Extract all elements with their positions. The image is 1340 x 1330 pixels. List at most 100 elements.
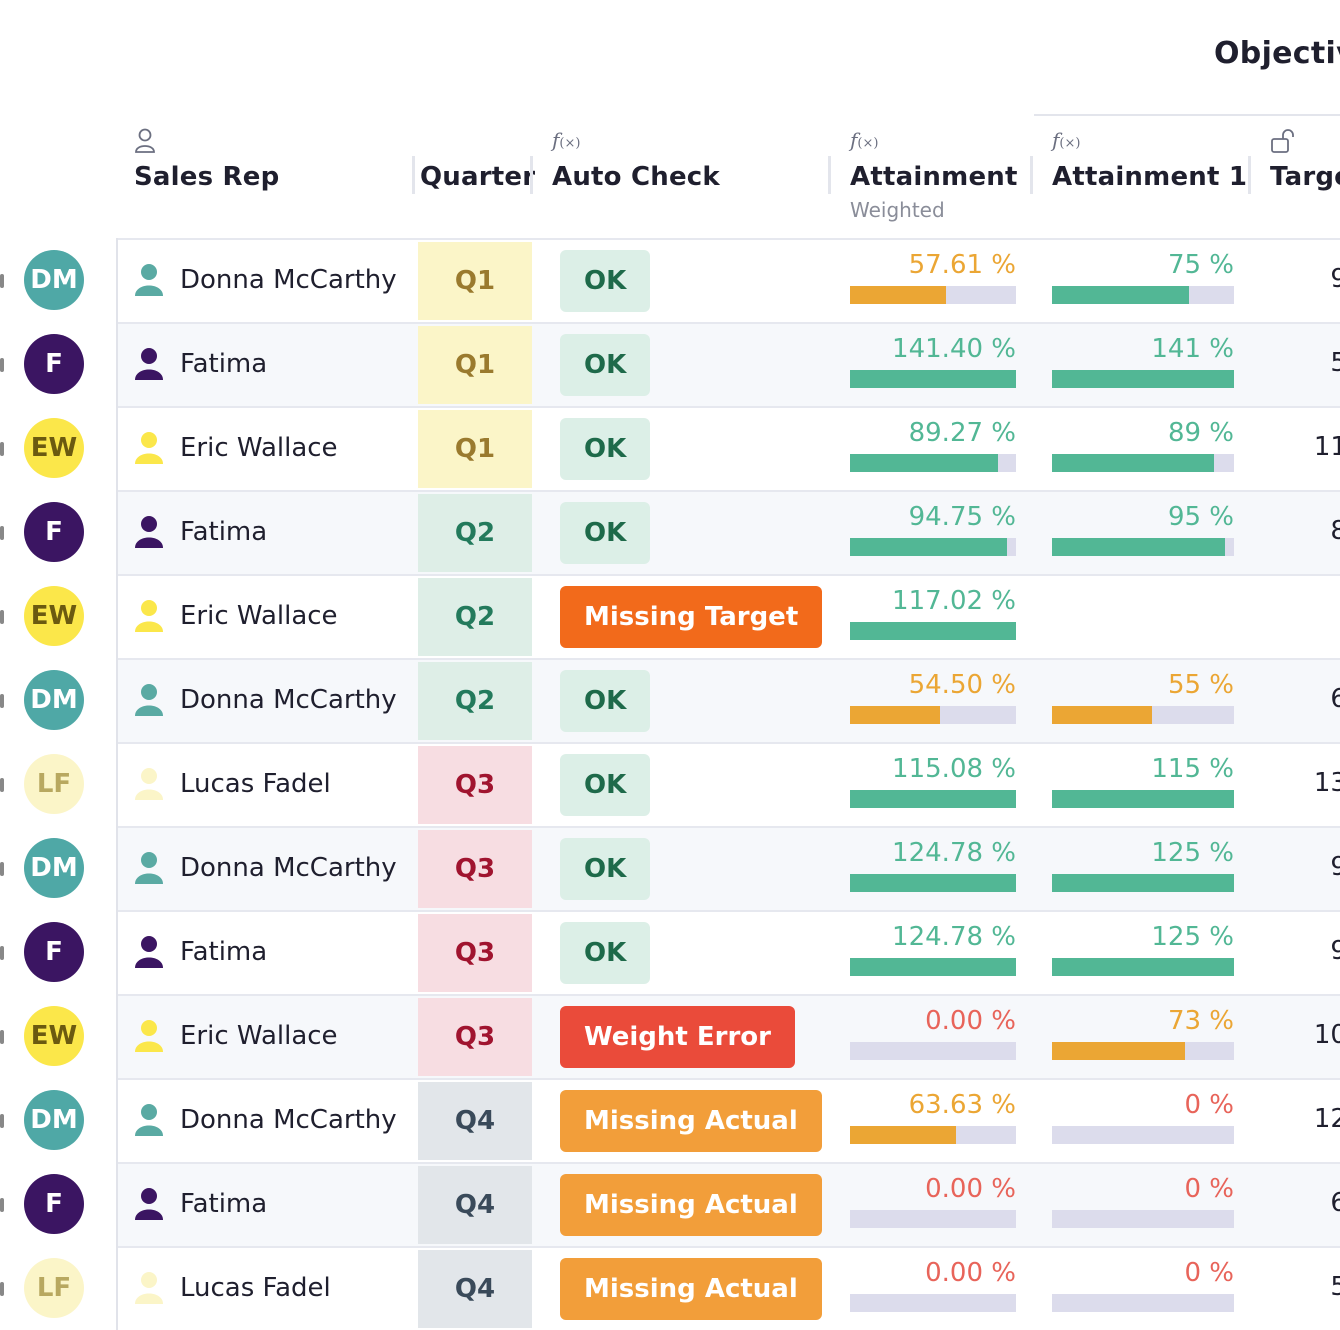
target-cell[interactable]: 600 [1254,1162,1340,1246]
avatar[interactable]: LF [24,1258,84,1318]
quarter-cell[interactable]: Q3 [418,914,532,992]
quarter-cell[interactable]: Q3 [418,746,532,824]
target-cell[interactable]: 600 [1254,658,1340,742]
quarter-cell[interactable]: Q3 [418,830,532,908]
target-cell[interactable]: 500 [1254,1246,1340,1330]
avatar[interactable]: DM [24,1090,84,1150]
sales-rep-cell[interactable]: Donna McCarthy [134,1078,397,1162]
table-row[interactable]: LF Lucas Fadel Q3 OK 115.08 % 115 % 1300 [0,742,1340,826]
quarter-cell[interactable]: Q1 [418,326,532,404]
quarter-cell[interactable]: Q1 [418,242,532,320]
row-connector [116,994,118,1078]
target-cell[interactable]: 800 [1254,490,1340,574]
status-badge[interactable]: OK [560,250,651,312]
status-badge[interactable]: Missing Target [560,586,823,648]
sales-rep-cell[interactable]: Eric Wallace [134,574,338,658]
sales-rep-cell[interactable]: Fatima [134,910,267,994]
target-cell[interactable]: 900 [1254,826,1340,910]
target-cell[interactable]: 1200 [1254,1078,1340,1162]
status-badge[interactable]: Missing Actual [560,1090,822,1152]
avatar[interactable]: F [24,502,84,562]
sales-rep-cell[interactable]: Fatima [134,1162,267,1246]
person-icon [134,935,164,969]
column-header-label: Sales Rep [134,162,280,192]
target-cell[interactable]: 1300 [1254,742,1340,826]
quarter-cell[interactable]: Q4 [418,1082,532,1160]
status-badge[interactable]: OK [560,670,651,732]
target-cell[interactable]: 500 [1254,322,1340,406]
quarter-cell[interactable]: Q3 [418,998,532,1076]
status-badge[interactable]: Missing Actual [560,1174,822,1236]
table-row[interactable]: EW Eric Wallace Q3 Weight Error 0.00 % 73 % 10… [0,994,1340,1078]
status-badge[interactable]: Missing Actual [560,1258,822,1320]
column-resize-handle[interactable] [1030,156,1033,194]
sales-rep-cell[interactable]: Donna McCarthy [134,238,397,322]
avatar[interactable]: DM [24,838,84,898]
target-cell[interactable] [1254,574,1340,658]
target-cell[interactable]: 1000 [1254,994,1340,1078]
sales-rep-cell[interactable]: Donna McCarthy [134,658,397,742]
target-cell[interactable]: 1100 [1254,406,1340,490]
row-edge-marker [0,358,4,372]
row-connector [116,322,118,406]
progress-bar [1052,454,1234,472]
column-header-attainment1[interactable]: f(×) Attainment 1 [1052,124,1247,234]
person-icon [134,263,164,297]
table-row[interactable]: DM Donna McCarthy Q1 OK 57.61 % 75 % 900 [0,238,1340,322]
table-row[interactable]: EW Eric Wallace Q2 Missing Target 117.02 % [0,574,1340,658]
avatar[interactable]: DM [24,670,84,730]
column-resize-handle[interactable] [828,156,831,194]
table-row[interactable]: F Fatima Q4 Missing Actual 0.00 % 0 % 600 [0,1162,1340,1246]
sales-rep-cell[interactable]: Eric Wallace [134,994,338,1078]
table-row[interactable]: F Fatima Q3 OK 124.78 % 125 % 900 [0,910,1340,994]
quarter-cell[interactable]: Q4 [418,1166,532,1244]
target-cell[interactable]: 900 [1254,910,1340,994]
column-header-target[interactable]: Target [1270,124,1340,234]
table-row[interactable]: DM Donna McCarthy Q2 OK 54.50 % 55 % 600 [0,658,1340,742]
avatar[interactable]: F [24,922,84,982]
status-badge[interactable]: OK [560,334,651,396]
table-row[interactable]: F Fatima Q2 OK 94.75 % 95 % 800 [0,490,1340,574]
quarter-cell[interactable]: Q1 [418,410,532,488]
avatar[interactable]: F [24,334,84,394]
avatar[interactable]: EW [24,418,84,478]
quarter-cell[interactable]: Q2 [418,578,532,656]
sales-rep-cell[interactable]: Donna McCarthy [134,826,397,910]
table-row[interactable]: DM Donna McCarthy Q4 Missing Actual 63.63 % 0… [0,1078,1340,1162]
avatar[interactable]: EW [24,1006,84,1066]
sales-rep-cell[interactable]: Fatima [134,322,267,406]
quarter-cell[interactable]: Q4 [418,1250,532,1328]
status-badge[interactable]: OK [560,754,651,816]
sales-rep-cell[interactable]: Lucas Fadel [134,1246,331,1330]
quarter-cell[interactable]: Q2 [418,494,532,572]
column-header-quarter[interactable]: Quarter [420,124,535,234]
avatar[interactable]: F [24,1174,84,1234]
status-badge[interactable]: Weight Error [560,1006,795,1068]
column-header-sales-rep[interactable]: Sales Rep [134,124,404,234]
sales-rep-cell[interactable]: Fatima [134,490,267,574]
sales-rep-cell[interactable]: Eric Wallace [134,406,338,490]
progress-bar-fill [1052,706,1153,724]
status-badge[interactable]: OK [560,418,651,480]
table-row[interactable]: DM Donna McCarthy Q3 OK 124.78 % 125 % 900 [0,826,1340,910]
status-badge[interactable]: OK [560,838,651,900]
avatar[interactable]: DM [24,250,84,310]
sales-rep-cell[interactable]: Lucas Fadel [134,742,331,826]
column-resize-handle[interactable] [412,156,415,194]
target-cell[interactable]: 900 [1254,238,1340,322]
column-header-auto-check[interactable]: f(×) Auto Check [552,124,822,234]
avatar[interactable]: LF [24,754,84,814]
avatar[interactable]: EW [24,586,84,646]
column-header-attainment[interactable]: f(×) Attainment Weighted [850,124,1026,234]
table-row[interactable]: LF Lucas Fadel Q4 Missing Actual 0.00 % 0 % 50… [0,1246,1340,1330]
table-row[interactable]: F Fatima Q1 OK 141.40 % 141 % 500 [0,322,1340,406]
column-resize-handle[interactable] [1248,156,1251,194]
column-header-sublabel: Weighted [850,198,945,222]
status-badge[interactable]: OK [560,502,651,564]
table-row[interactable]: EW Eric Wallace Q1 OK 89.27 % 89 % 1100 [0,406,1340,490]
target-value: 900 [1330,936,1340,966]
quarter-cell[interactable]: Q2 [418,662,532,740]
column-resize-handle[interactable] [530,156,533,194]
status-badge[interactable]: OK [560,922,651,984]
progress-bar-fill [1052,790,1234,808]
